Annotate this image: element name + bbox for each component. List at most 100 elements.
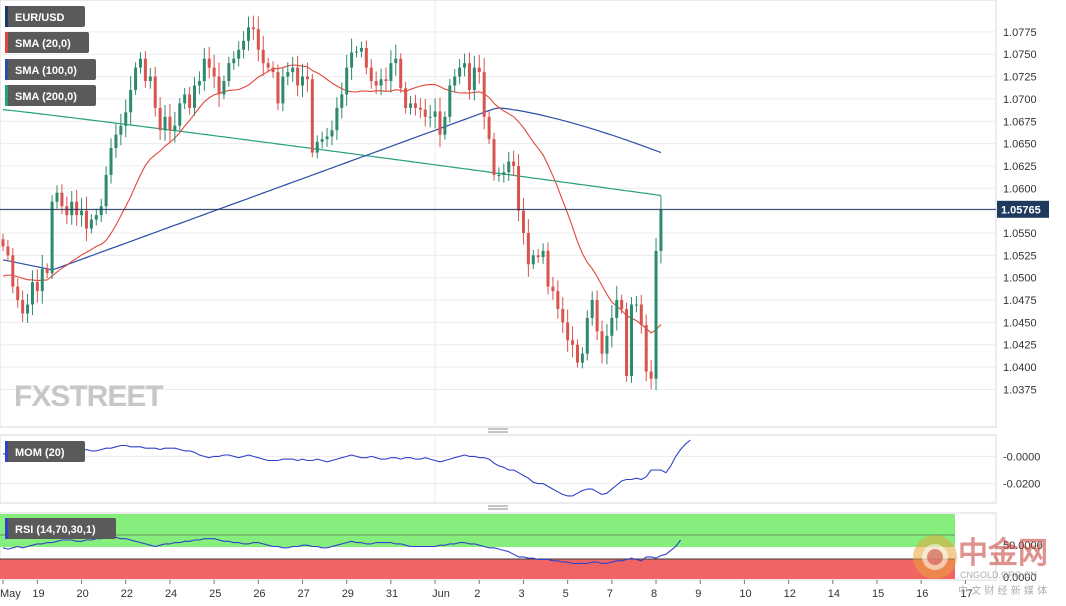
legend-mom[interactable]: MOM (20)	[5, 441, 85, 462]
candle-up	[315, 141, 319, 153]
candle-up	[119, 125, 123, 135]
main-y-tick-label: 1.0525	[1003, 250, 1037, 262]
candle-down	[374, 81, 378, 86]
candle-up	[610, 317, 614, 336]
candle-up	[541, 250, 545, 258]
candle-up	[453, 76, 457, 86]
candle-up	[340, 94, 344, 108]
candle-up	[114, 134, 118, 149]
legend-eurusd[interactable]: EUR/USD	[5, 6, 85, 27]
rsi-y-axis: 50.0000 0.0000	[1003, 540, 1043, 584]
candle-up	[389, 63, 393, 82]
candle-up	[129, 89, 133, 113]
candle-down	[467, 63, 471, 90]
candles-layer	[1, 15, 663, 391]
candle-down	[644, 325, 648, 372]
candle-down	[625, 308, 629, 377]
legend-sma100[interactable]: SMA (100,0)	[5, 59, 96, 80]
rsi-resize-handle[interactable]	[488, 505, 508, 510]
candle-up	[291, 67, 295, 73]
candle-down	[296, 67, 300, 86]
candle-down	[16, 286, 20, 301]
candle-up	[183, 94, 187, 104]
mom-panel	[0, 434, 997, 504]
candle-down	[575, 344, 579, 363]
candle-down	[1, 239, 5, 247]
candle-down	[526, 233, 530, 265]
candle-down	[369, 67, 373, 82]
x-tick-label: 20	[77, 588, 89, 600]
x-tick-label: 27	[298, 588, 310, 600]
candle-down	[251, 27, 255, 30]
current-price-label: 1.05765	[1001, 204, 1041, 216]
x-tick-label: 16	[916, 588, 928, 600]
candle-up	[345, 67, 349, 95]
x-tick-label: 24	[165, 588, 177, 600]
candle-up	[178, 103, 182, 126]
candle-up	[458, 67, 462, 77]
candle-down	[168, 116, 172, 131]
mom-line	[2, 439, 691, 497]
candle-down	[418, 107, 422, 110]
main-y-axis: 1.0775 1.0750 1.0725 1.0700 1.0675 1.0650 1.06…	[1003, 27, 1037, 397]
main-y-tick-label: 1.0475	[1003, 295, 1037, 307]
candle-up	[472, 67, 476, 90]
x-tick-label: 19	[32, 588, 44, 600]
legend-rsi[interactable]: RSI (14,70,30,1)	[5, 518, 116, 539]
sma100-line	[2, 107, 662, 271]
candle-up	[197, 81, 201, 86]
candle-up	[202, 58, 206, 82]
mom-resize-handle[interactable]	[488, 428, 508, 433]
candle-up	[247, 27, 250, 41]
candle-down	[364, 47, 368, 68]
candle-up	[497, 174, 501, 176]
legend-sma100-label: SMA (100,0)	[15, 65, 77, 77]
x-tick-label: 8	[651, 588, 657, 600]
legend-sma20[interactable]: SMA (20,0)	[5, 32, 89, 53]
candle-down	[75, 201, 79, 216]
main-panel	[0, 0, 997, 428]
candle-down	[261, 49, 265, 64]
candle-up	[355, 51, 359, 53]
main-y-tick-label: 1.0450	[1003, 317, 1037, 329]
main-y-tick-label: 1.0650	[1003, 139, 1037, 151]
rsi-y-tick-label: 0.0000	[1003, 572, 1037, 584]
x-tick-label: 15	[872, 588, 884, 600]
mom-y-tick-label: -0.0200	[1003, 479, 1040, 491]
main-y-tick-label: 1.0675	[1003, 116, 1037, 128]
candle-up	[50, 201, 54, 274]
candle-up	[443, 116, 447, 135]
cngold-watermark: 中金网 CNGOLD.ORG.CN 中 文 财 经 新 媒 体	[913, 535, 1048, 597]
candle-up	[359, 47, 363, 52]
watermark-sub: 中 文 财 经 新 媒 体	[958, 584, 1047, 597]
candle-down	[546, 250, 550, 287]
candle-up	[89, 219, 93, 229]
x-tick-label: 5	[563, 588, 569, 600]
main-y-tick-label: 1.0375	[1003, 384, 1037, 396]
candle-up	[232, 58, 236, 64]
legend-rsi-label: RSI (14,70,30,1)	[15, 524, 96, 536]
rsi-overbought-band	[0, 514, 955, 547]
main-y-tick-label: 1.0625	[1003, 161, 1037, 173]
candle-up	[242, 40, 246, 50]
candle-up	[222, 81, 226, 95]
candle-down	[65, 206, 69, 216]
candle-up	[428, 116, 432, 118]
candle-down	[492, 139, 496, 175]
x-tick-label: 17	[960, 588, 972, 600]
x-tick-label: 3	[518, 588, 524, 600]
legend-sma200[interactable]: SMA (200,0)	[5, 85, 96, 106]
candle-down	[620, 300, 624, 309]
x-tick-label: 10	[739, 588, 751, 600]
candle-down	[561, 308, 565, 323]
candle-up	[585, 317, 589, 354]
candle-down	[158, 107, 162, 131]
watermark-title: 中金网	[958, 536, 1048, 571]
candle-up	[629, 304, 633, 377]
candle-down	[413, 103, 417, 108]
x-tick-label: 29	[342, 588, 354, 600]
candle-up	[659, 209, 663, 251]
candle-down	[188, 94, 192, 108]
candle-up	[654, 250, 658, 379]
